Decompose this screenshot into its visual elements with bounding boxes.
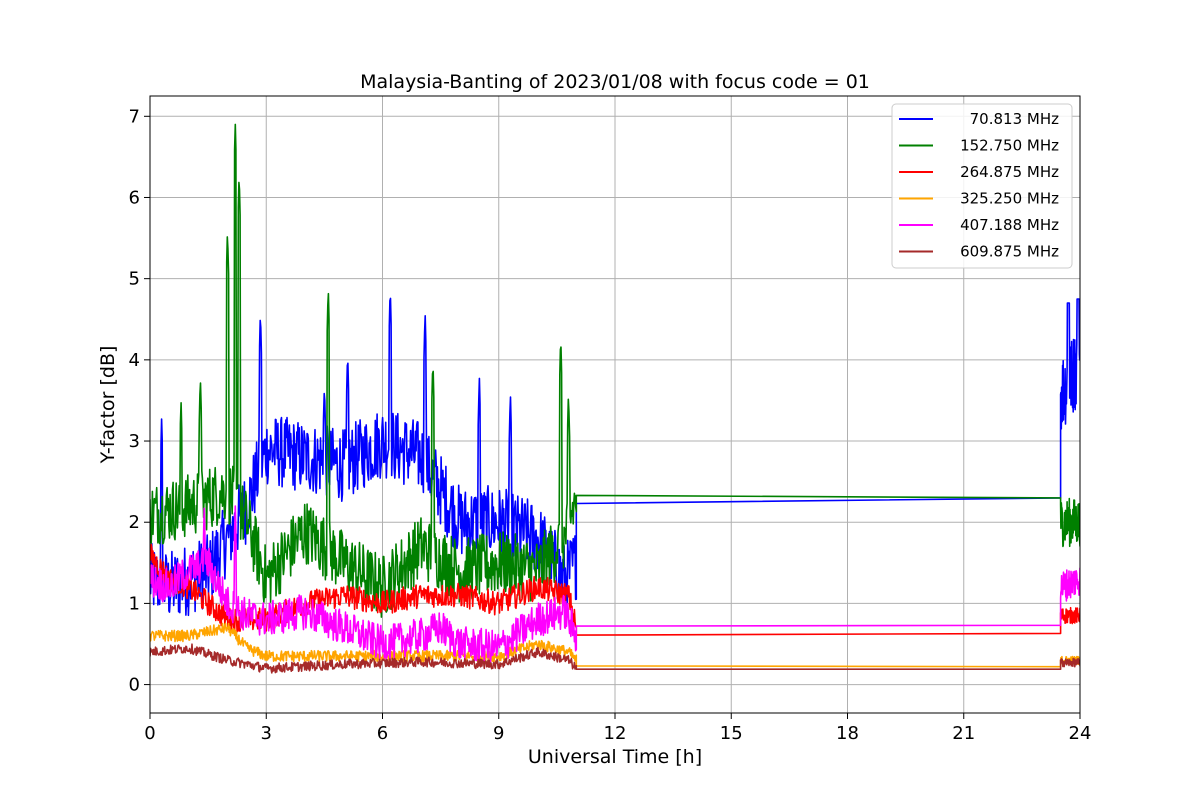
legend-items: 70.813 MHz 152.750 MHz 264.875 MHz 325.250 … [899,110,1059,261]
x-tick-label: 6 [377,723,388,744]
legend-label: 264.875 MHz [960,163,1059,181]
x-tick-label: 12 [604,723,627,744]
x-tick-label: 3 [261,723,272,744]
legend-label: 609.875 MHz [960,243,1059,261]
x-tick-label: 9 [493,723,504,744]
legend-label: 407.188 MHz [960,216,1059,234]
x-axis-ticks: 0 3 6 9 12 15 18 21 24 [144,713,1091,744]
chart-title: Malaysia-Banting of 2023/01/08 with focu… [360,71,870,93]
y-tick-label: 4 [129,350,140,371]
y-tick-label: 1 [129,593,140,614]
legend-label: 152.750 MHz [960,137,1059,155]
series-line-0 [150,297,1080,617]
legend: 70.813 MHz 152.750 MHz 264.875 MHz 325.250 … [891,103,1073,269]
x-tick-label: 15 [720,723,743,744]
x-tick-label: 18 [836,723,859,744]
series-line-3 [150,622,1080,668]
x-tick-label: 24 [1069,723,1092,744]
y-tick-label: 7 [129,106,140,127]
plot-series [150,123,1080,674]
y-tick-label: 3 [129,431,140,452]
x-tick-label: 0 [144,723,155,744]
x-tick-label: 21 [952,723,975,744]
legend-box [891,103,1073,269]
y-tick-label: 0 [129,675,140,696]
y-axis-label: Y-factor [dB] [97,346,119,465]
legend-label: 325.250 MHz [960,190,1059,208]
x-axis-label: Universal Time [h] [528,746,702,768]
y-tick-label: 2 [129,512,140,533]
y-tick-label: 5 [129,269,140,290]
series-line-4 [150,505,1080,665]
y-tick-label: 6 [129,187,140,208]
y-axis-ticks: 0 1 2 3 4 5 6 7 [129,106,150,696]
series-line-5 [150,643,1080,674]
legend-label: 70.813 MHz [970,110,1059,128]
